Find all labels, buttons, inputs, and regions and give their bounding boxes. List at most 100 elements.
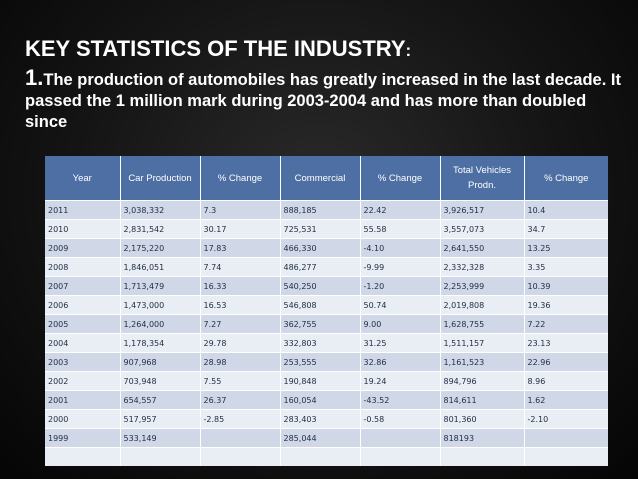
table-row: 2007 1,713,479 16.33 540,250 -1.20 2,253,999 1…: [45, 276, 608, 296]
table-cell: 2,641,550: [440, 238, 525, 258]
table-cell: 2,332,328: [440, 257, 525, 277]
column-header: % Change: [200, 156, 281, 201]
table-cell: 1,473,000: [120, 295, 201, 315]
table-cell: 16.53: [200, 295, 281, 315]
table-cell: 2002: [45, 371, 121, 391]
table-cell: 285,044: [280, 428, 361, 448]
table-row: 2010 2,831,542 30.17 725,531 55.58 3,557,073 3…: [45, 219, 608, 239]
table-row: 2006 1,473,000 16.53 546,808 50.74 2,019,808 1…: [45, 295, 608, 315]
table-cell: 8.96: [524, 371, 608, 391]
point-number: 1.: [25, 65, 44, 90]
table-row: 2002 703,948 7.55 190,848 19.24 894,796 8.96: [45, 371, 608, 391]
table-row: 2000 517,957 -2.85 283,403 -0.58 801,360 -2.10: [45, 409, 608, 429]
statistics-table: Year Car Production% Change Commercial% Ch…: [45, 156, 608, 466]
table-cell: -2.85: [200, 409, 281, 429]
table-cell: 3.35: [524, 257, 608, 277]
table-cell: 888,185: [280, 200, 361, 220]
table-cell: 3,557,073: [440, 219, 525, 239]
column-header: % Change: [360, 156, 441, 201]
table-row: 2004 1,178,354 29.78 332,803 31.25 1,511,157 2…: [45, 333, 608, 353]
table-cell: 3,926,517: [440, 200, 525, 220]
table-cell: 2000: [45, 409, 121, 429]
table-cell: [440, 447, 525, 466]
table-cell: 533,149: [120, 428, 201, 448]
table-row: 1999 533,149 285,044 818193: [45, 428, 608, 448]
slide-title: KEY STATISTICS OF THE INDUSTRY:: [25, 36, 625, 63]
table-cell: 7.55: [200, 371, 281, 391]
table-cell: 1,846,051: [120, 257, 201, 277]
table-cell: -9.99: [360, 257, 441, 277]
table-cell: 30.17: [200, 219, 281, 239]
table-cell: 546,808: [280, 295, 361, 315]
table-cell: -2.10: [524, 409, 608, 429]
column-header: Commercial: [280, 156, 361, 201]
table-cell: 7.22: [524, 314, 608, 334]
table-cell: 818193: [440, 428, 525, 448]
table-cell: 540,250: [280, 276, 361, 296]
table-cell: 50.74: [360, 295, 441, 315]
table-cell: 1,511,157: [440, 333, 525, 353]
table-cell: -0.58: [360, 409, 441, 429]
table-cell: 2006: [45, 295, 121, 315]
table-row: 2003 907,968 28.98 253,555 32.86 1,161,523 22.…: [45, 352, 608, 372]
table-cell: 2004: [45, 333, 121, 353]
table-row: 2001 654,557 26.37 160,054 -43.52 814,611 1.62: [45, 390, 608, 410]
column-header: Car Production: [120, 156, 201, 201]
table-cell: 362,755: [280, 314, 361, 334]
table-cell: 654,557: [120, 390, 201, 410]
table-cell: 466,330: [280, 238, 361, 258]
table-cell: 7.27: [200, 314, 281, 334]
table-row: 2009 2,175,220 17.83 466,330 -4.10 2,641,550 1…: [45, 238, 608, 258]
point-text: The production of automobiles has greatl…: [25, 71, 621, 131]
table-cell: 907,968: [120, 352, 201, 372]
statistics-table-container: Year Car Production% Change Commercial% Ch…: [45, 156, 608, 466]
table-cell: 814,611: [440, 390, 525, 410]
table-cell: 801,360: [440, 409, 525, 429]
table-cell: [200, 428, 281, 448]
table-cell: 19.36: [524, 295, 608, 315]
column-header: Year: [45, 156, 121, 201]
table-cell: 55.58: [360, 219, 441, 239]
table-row: 2005 1,264,000 7.27 362,755 9.00 1,628,755 7.2…: [45, 314, 608, 334]
table-cell: 283,403: [280, 409, 361, 429]
slide-point-1: 1.The production of automobiles has grea…: [25, 67, 625, 133]
table-cell: [120, 447, 201, 466]
table-cell: 1,161,523: [440, 352, 525, 372]
table-cell: 703,948: [120, 371, 201, 391]
table-cell: -4.10: [360, 238, 441, 258]
table-cell: 7.74: [200, 257, 281, 277]
table-cell: 2,019,808: [440, 295, 525, 315]
table-cell: 894,796: [440, 371, 525, 391]
table-cell: -43.52: [360, 390, 441, 410]
table-cell: 3,038,332: [120, 200, 201, 220]
table-cell: 26.37: [200, 390, 281, 410]
slide-title-block: KEY STATISTICS OF THE INDUSTRY: 1.The pr…: [25, 36, 625, 133]
table-cell: 160,054: [280, 390, 361, 410]
table-cell: 17.83: [200, 238, 281, 258]
table-cell: 2010: [45, 219, 121, 239]
table-cell: 2005: [45, 314, 121, 334]
table-cell: 10.4: [524, 200, 608, 220]
table-cell: 2011: [45, 200, 121, 220]
table-cell: -1.20: [360, 276, 441, 296]
table-cell: 2001: [45, 390, 121, 410]
table-cell: 2008: [45, 257, 121, 277]
column-header: Total Vehicles Prodn.: [440, 156, 525, 201]
table-cell: 1,178,354: [120, 333, 201, 353]
table-cell: [280, 447, 361, 466]
table-cell: 332,803: [280, 333, 361, 353]
table-cell: 10.39: [524, 276, 608, 296]
table-cell: [524, 428, 608, 448]
table-cell: 2007: [45, 276, 121, 296]
table-cell: 29.78: [200, 333, 281, 353]
table-cell: 1,628,755: [440, 314, 525, 334]
table-cell: 1,264,000: [120, 314, 201, 334]
table-cell: 2,831,542: [120, 219, 201, 239]
table-cell: [360, 447, 441, 466]
table-cell: 28.98: [200, 352, 281, 372]
table-cell: [360, 428, 441, 448]
table-body: 2011 3,038,332 7.3 888,185 22.42 3,926,517 10.…: [45, 200, 608, 466]
table-row: [45, 447, 608, 466]
table-cell: [200, 447, 281, 466]
table-row: 2011 3,038,332 7.3 888,185 22.42 3,926,517 10.…: [45, 200, 608, 220]
